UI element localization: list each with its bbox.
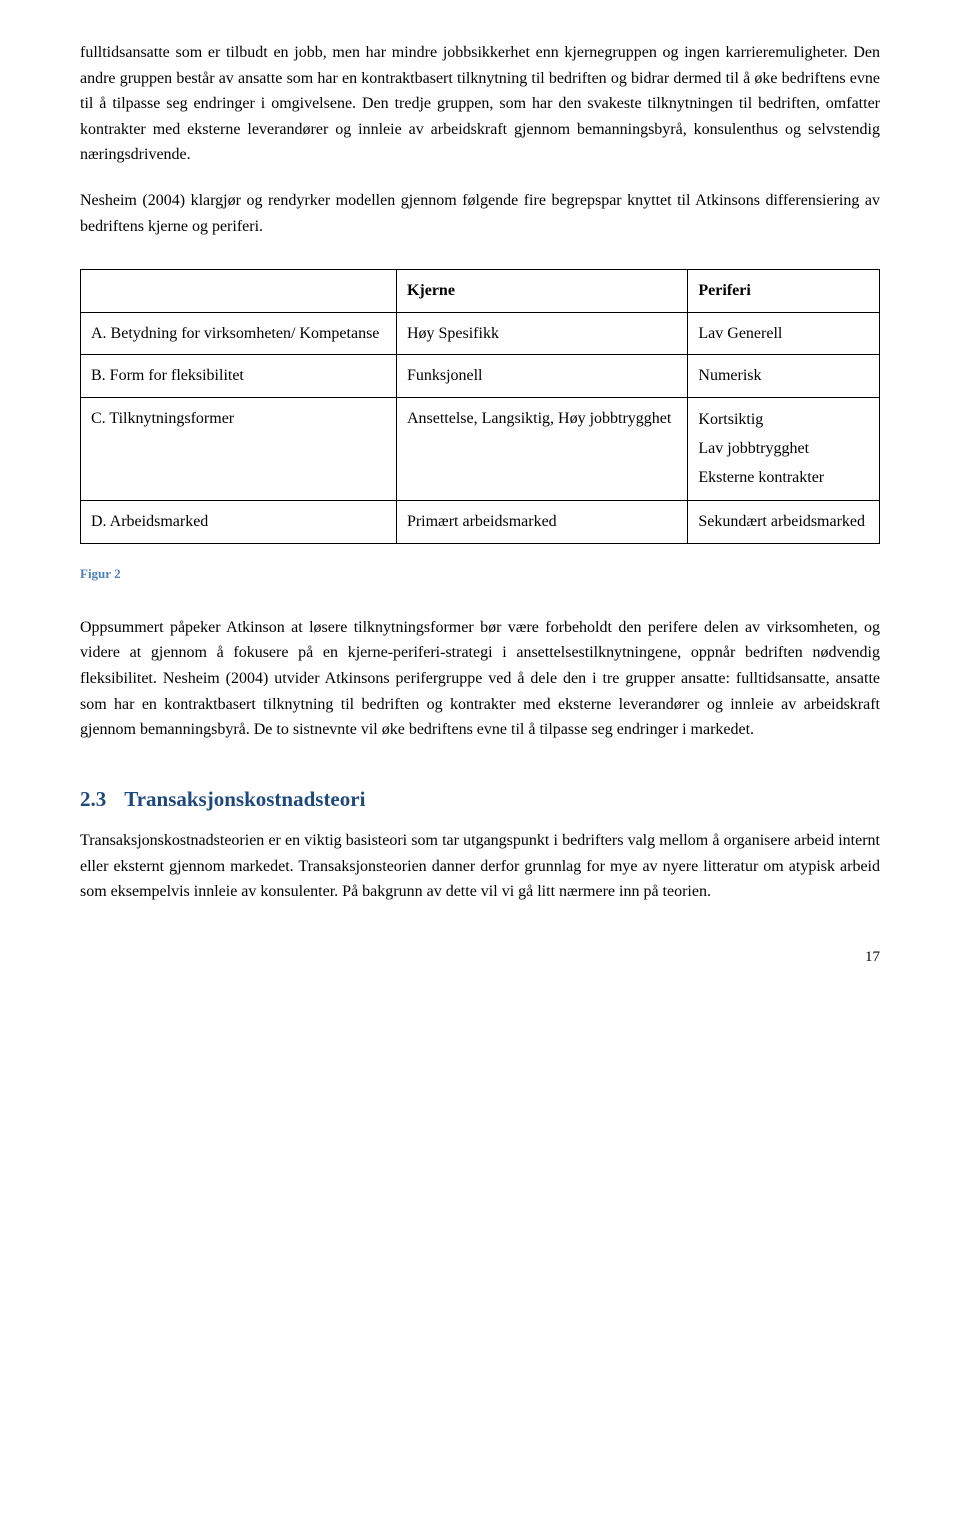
row-label: A. Betydning for virksomheten/ Kompetans… [81,312,397,355]
row-kjerne: Primært arbeidsmarked [396,501,687,544]
header-cell-blank [81,270,397,313]
row-label: C. Tilknytningsformer [81,397,397,500]
row-periferi: KortsiktigLav jobbtrygghetEksterne kontr… [688,397,880,500]
table-row: D. Arbeidsmarked Primært arbeidsmarked S… [81,501,880,544]
page-number: 17 [80,945,880,969]
table-row: A. Betydning for virksomheten/ Kompetans… [81,312,880,355]
paragraph-3: Oppsummert påpeker Atkinson at løsere ti… [80,615,880,743]
paragraph-4: Transaksjonskostnadsteorien er en viktig… [80,828,880,905]
comparison-table-container: Kjerne Periferi A. Betydning for virksom… [80,269,880,544]
figure-caption: Figur 2 [80,564,880,585]
row-label: D. Arbeidsmarked [81,501,397,544]
section-heading: 2.3 Transaksjonskostnadsteori [80,783,880,817]
row-kjerne: Ansettelse, Langsiktig, Høy jobbtrygghet [396,397,687,500]
header-cell-periferi: Periferi [688,270,880,313]
row-periferi: Numerisk [688,355,880,398]
paragraph-1: fulltidsansatte som er tilbudt en jobb, … [80,40,880,168]
table-row: C. Tilknytningsformer Ansettelse, Langsi… [81,397,880,500]
table-header-row: Kjerne Periferi [81,270,880,313]
comparison-table: Kjerne Periferi A. Betydning for virksom… [80,269,880,544]
table-row: B. Form for fleksibilitet Funksjonell Nu… [81,355,880,398]
row-label: B. Form for fleksibilitet [81,355,397,398]
row-periferi: Lav Generell [688,312,880,355]
row-kjerne: Funksjonell [396,355,687,398]
row-kjerne: Høy Spesifikk [396,312,687,355]
section-title: Transaksjonskostnadsteori [124,787,365,811]
row-periferi: Sekundært arbeidsmarked [688,501,880,544]
header-cell-kjerne: Kjerne [396,270,687,313]
paragraph-2: Nesheim (2004) klargjør og rendyrker mod… [80,188,880,239]
section-number: 2.3 [80,787,106,811]
